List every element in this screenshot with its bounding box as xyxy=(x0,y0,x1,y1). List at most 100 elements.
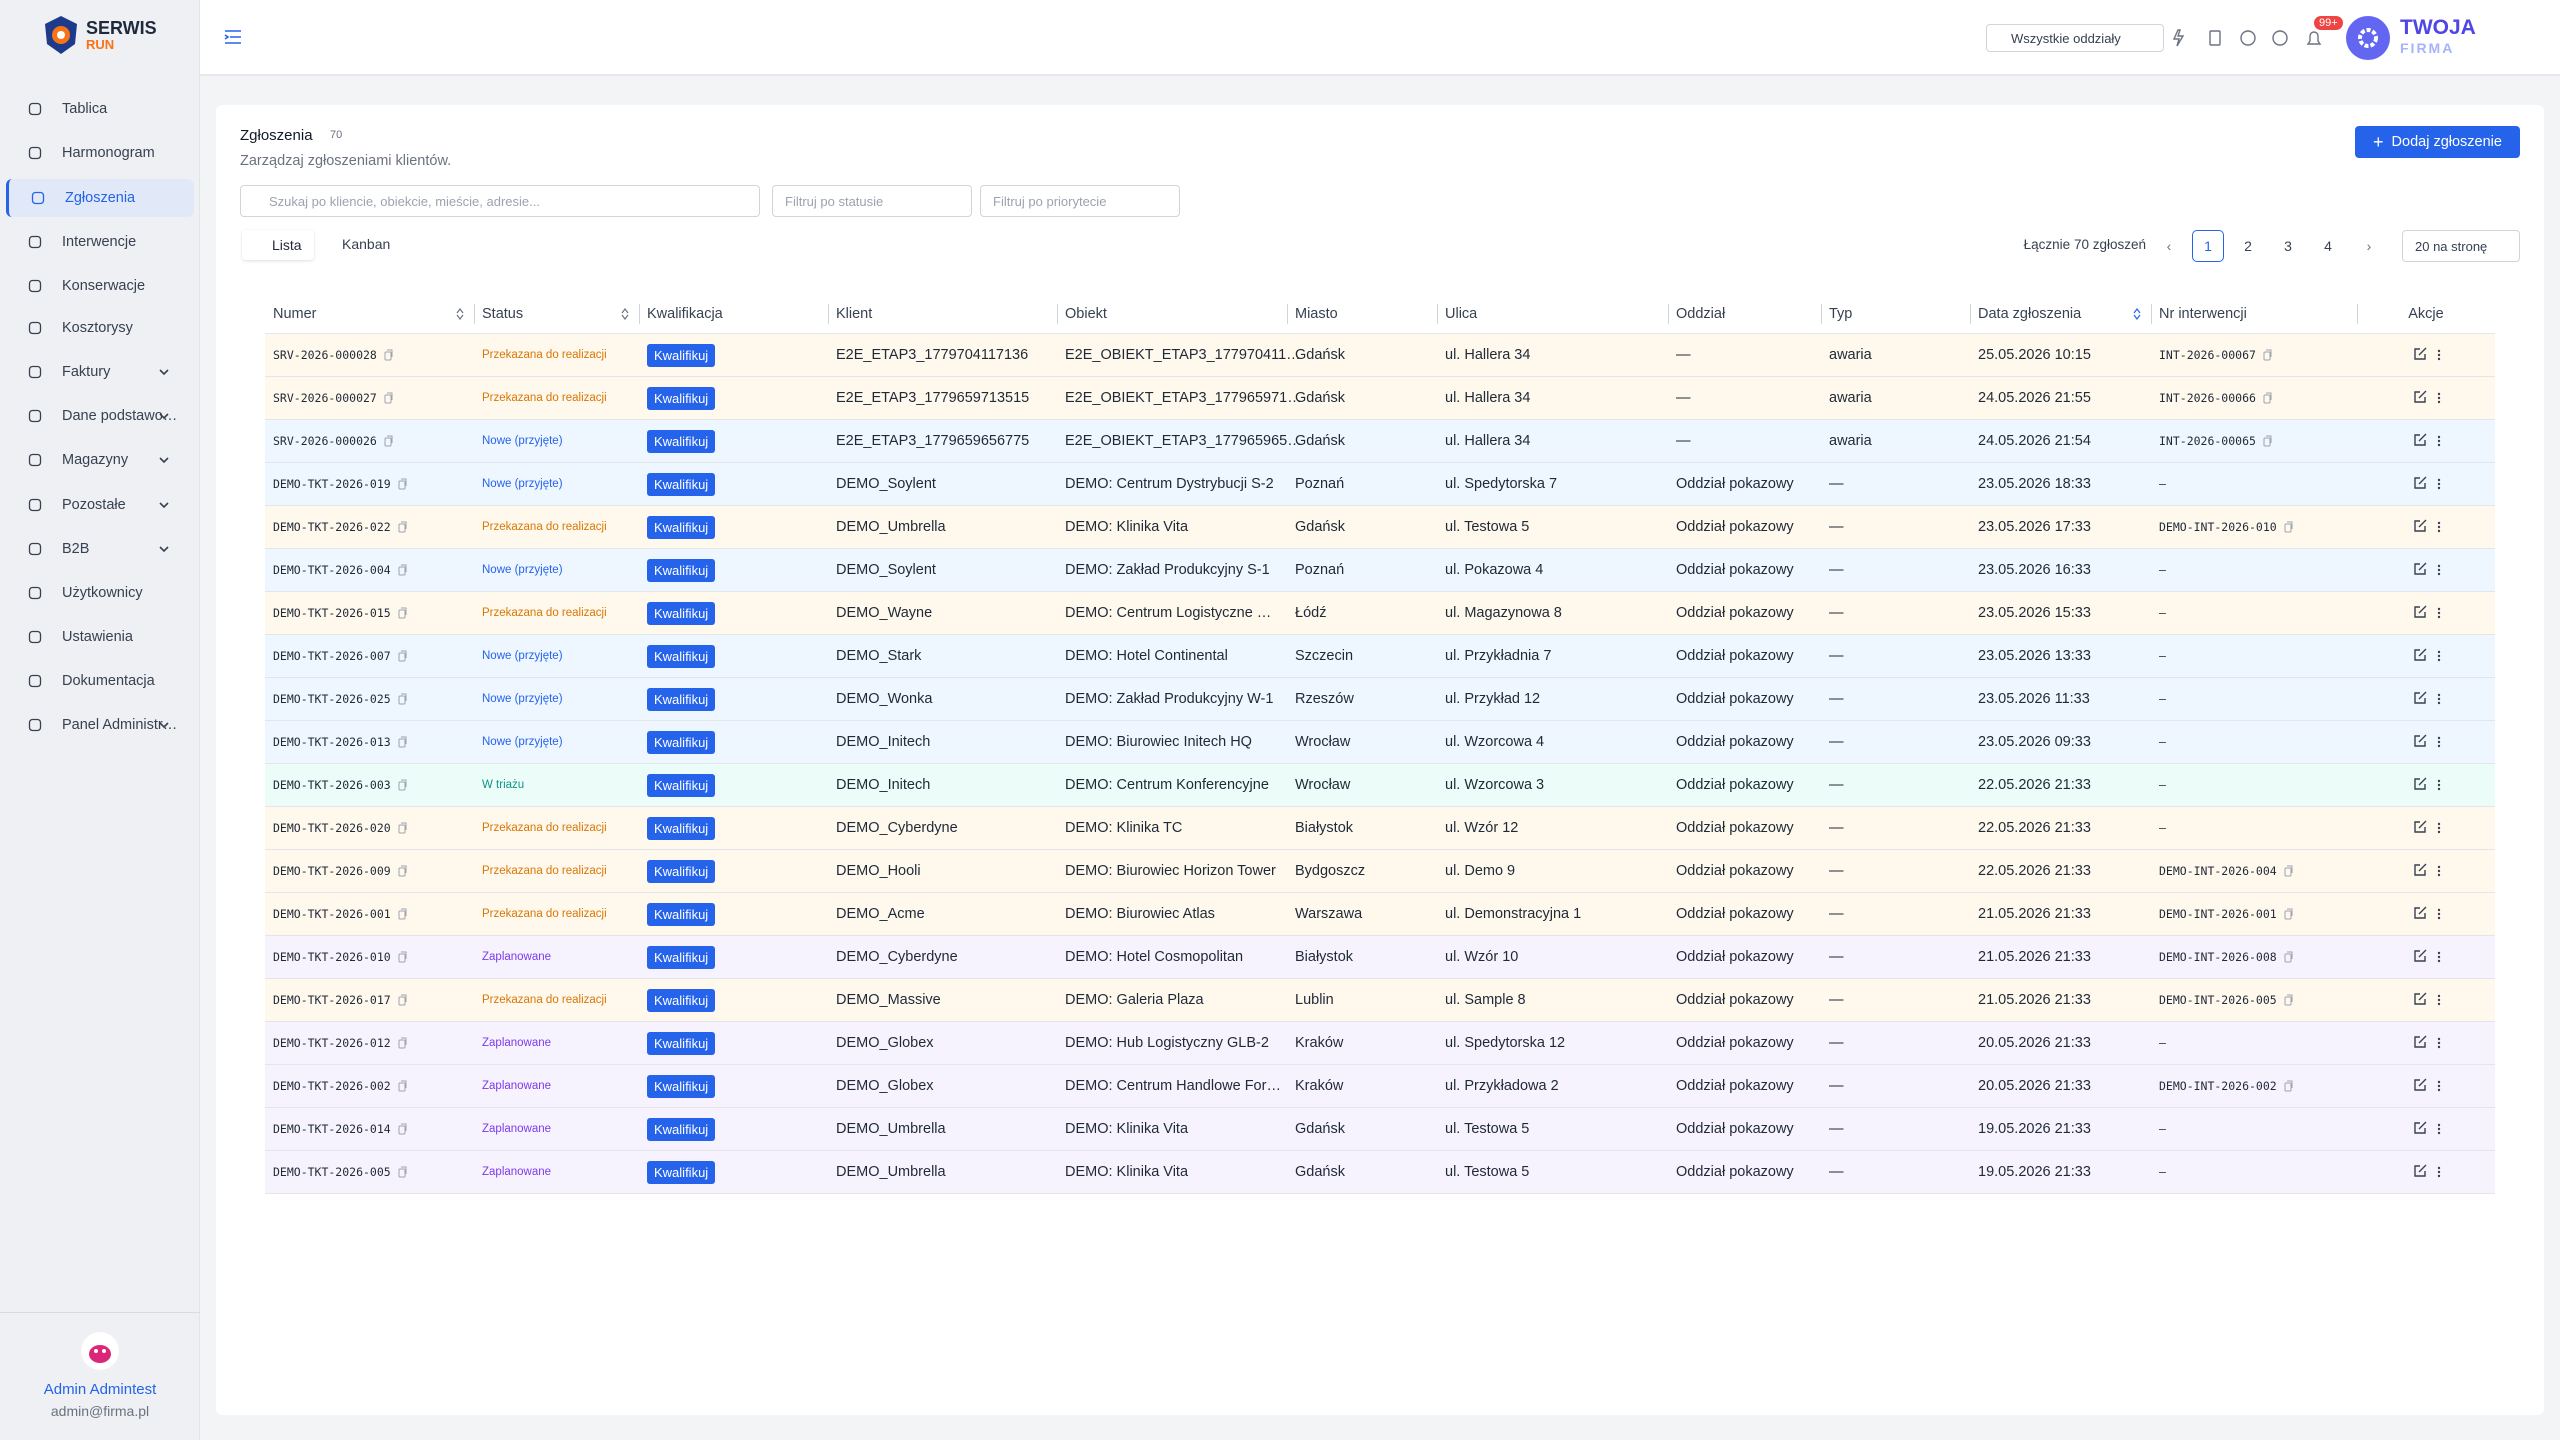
qualify-button[interactable]: Kwalifikuj xyxy=(647,687,716,711)
nav-item[interactable]: Faktury xyxy=(6,353,194,391)
qualify-button[interactable]: Kwalifikuj xyxy=(647,1074,716,1098)
page-button[interactable]: 3 xyxy=(2284,238,2292,254)
add-button[interactable]: + Dodaj zgłoszenie xyxy=(2355,126,2520,158)
edit-icon[interactable] xyxy=(2413,777,2427,791)
next-page[interactable]: › xyxy=(2366,238,2372,254)
more-icon[interactable] xyxy=(2437,1036,2441,1050)
more-icon[interactable] xyxy=(2437,434,2441,448)
qualify-button[interactable]: Kwalifikuj xyxy=(647,945,716,969)
edit-icon[interactable] xyxy=(2413,605,2427,619)
list-view-tab[interactable]: Lista xyxy=(242,230,314,260)
table-cell: Kraków xyxy=(1295,1022,1343,1064)
edit-icon[interactable] xyxy=(2413,347,2427,361)
edit-icon[interactable] xyxy=(2413,1121,2427,1135)
kanban-view-tab[interactable]: Kanban xyxy=(322,236,390,252)
menu-toggle[interactable] xyxy=(224,29,242,45)
nav-item[interactable]: Ustawienia xyxy=(6,618,194,656)
list-label: Lista xyxy=(272,237,302,253)
page-button[interactable]: 2 xyxy=(2244,238,2252,254)
nav-item[interactable]: Kosztorysy xyxy=(6,309,194,347)
more-icon[interactable] xyxy=(2437,391,2441,405)
nav-item[interactable]: Użytkownicy xyxy=(6,574,194,612)
qualify-button[interactable]: Kwalifikuj xyxy=(647,988,716,1012)
cell-text: DEMO-INT-2026-001 xyxy=(2159,907,2277,921)
edit-icon[interactable] xyxy=(2413,476,2427,490)
more-icon[interactable] xyxy=(2437,778,2441,792)
more-icon[interactable] xyxy=(2437,649,2441,663)
qualify-button[interactable]: Kwalifikuj xyxy=(647,515,716,539)
nav-item[interactable]: Dokumentacja xyxy=(6,662,194,700)
table-row: DEMO-TKT-2026-001 Przekazana do realizacj… xyxy=(265,893,2495,936)
nav-item[interactable]: Panel Administr… xyxy=(6,706,194,744)
qualify-button[interactable]: Kwalifikuj xyxy=(647,472,716,496)
qualify-button[interactable]: Kwalifikuj xyxy=(647,644,716,668)
qualify-button[interactable]: Kwalifikuj xyxy=(647,1160,716,1184)
more-icon[interactable] xyxy=(2437,563,2441,577)
edit-icon[interactable] xyxy=(2413,390,2427,404)
more-icon[interactable] xyxy=(2437,907,2441,921)
edit-icon[interactable] xyxy=(2413,863,2427,877)
qualify-button[interactable]: Kwalifikuj xyxy=(647,1031,716,1055)
edit-icon[interactable] xyxy=(2413,648,2427,662)
page-button[interactable]: 1 xyxy=(2192,230,2224,262)
branch-select[interactable]: Wszystkie oddziały xyxy=(1986,24,2164,52)
more-icon[interactable] xyxy=(2437,864,2441,878)
nav-item[interactable]: Tablica xyxy=(6,90,194,128)
qualify-button[interactable]: Kwalifikuj xyxy=(647,429,716,453)
qualify-button[interactable]: Kwalifikuj xyxy=(647,859,716,883)
qualify-button[interactable]: Kwalifikuj xyxy=(647,1117,716,1141)
search-input[interactable]: Szukaj po kliencie, obiekcie, mieście, a… xyxy=(240,185,760,217)
nav-item[interactable]: Zgłoszenia xyxy=(6,179,194,217)
qualify-button[interactable]: Kwalifikuj xyxy=(647,601,716,625)
edit-icon[interactable] xyxy=(2413,734,2427,748)
more-icon[interactable] xyxy=(2437,1079,2441,1093)
edit-icon[interactable] xyxy=(2413,820,2427,834)
edit-icon[interactable] xyxy=(2413,691,2427,705)
nav-item[interactable]: Konserwacje xyxy=(6,267,194,305)
qualify-button[interactable]: Kwalifikuj xyxy=(647,343,716,367)
edit-icon[interactable] xyxy=(2413,906,2427,920)
nav-item[interactable]: B2B xyxy=(6,530,194,568)
nav-item[interactable]: Harmonogram xyxy=(6,134,194,172)
cell-text: — xyxy=(1676,390,1691,406)
cell-text: Kraków xyxy=(1295,1035,1344,1051)
nav-item[interactable]: Pozostałe xyxy=(6,486,194,524)
table-cell: DEMO-TKT-2026-002 xyxy=(273,1065,408,1107)
more-icon[interactable] xyxy=(2437,606,2441,620)
edit-icon[interactable] xyxy=(2413,433,2427,447)
nav-item[interactable]: Magazyny xyxy=(6,441,194,479)
qualify-button[interactable]: Kwalifikuj xyxy=(647,816,716,840)
qualify-button[interactable]: Kwalifikuj xyxy=(647,773,716,797)
edit-icon[interactable] xyxy=(2413,949,2427,963)
more-icon[interactable] xyxy=(2437,1122,2441,1136)
qualify-button[interactable]: Kwalifikuj xyxy=(647,730,716,754)
edit-icon[interactable] xyxy=(2413,519,2427,533)
priority-filter[interactable]: Filtruj po priorytecie xyxy=(980,185,1180,217)
qualify-button[interactable]: Kwalifikuj xyxy=(647,902,716,926)
status-filter[interactable]: Filtruj po statusie xyxy=(772,185,972,217)
table-cell: Gdańsk xyxy=(1295,377,1345,419)
nav-item[interactable]: Dane podstawo… xyxy=(6,397,194,435)
more-icon[interactable] xyxy=(2437,821,2441,835)
table-cell: DEMO: Zakład Produkcyjny S-1 xyxy=(1065,549,1270,591)
qualify-button[interactable]: Kwalifikuj xyxy=(647,386,716,410)
page-button[interactable]: 4 xyxy=(2324,238,2332,254)
more-icon[interactable] xyxy=(2437,520,2441,534)
more-icon[interactable] xyxy=(2437,348,2441,362)
copy-icon xyxy=(2284,865,2294,877)
more-icon[interactable] xyxy=(2437,692,2441,706)
more-icon[interactable] xyxy=(2437,950,2441,964)
more-icon[interactable] xyxy=(2437,993,2441,1007)
prev-page[interactable]: ‹ xyxy=(2166,238,2172,254)
edit-icon[interactable] xyxy=(2413,1164,2427,1178)
more-icon[interactable] xyxy=(2437,477,2441,491)
qualify-button[interactable]: Kwalifikuj xyxy=(647,558,716,582)
per-page-select[interactable]: 20 na stronę xyxy=(2402,230,2520,262)
more-icon[interactable] xyxy=(2437,1165,2441,1179)
edit-icon[interactable] xyxy=(2413,1078,2427,1092)
more-icon[interactable] xyxy=(2437,735,2441,749)
edit-icon[interactable] xyxy=(2413,562,2427,576)
edit-icon[interactable] xyxy=(2413,992,2427,1006)
edit-icon[interactable] xyxy=(2413,1035,2427,1049)
nav-item[interactable]: Interwencje xyxy=(6,223,194,261)
